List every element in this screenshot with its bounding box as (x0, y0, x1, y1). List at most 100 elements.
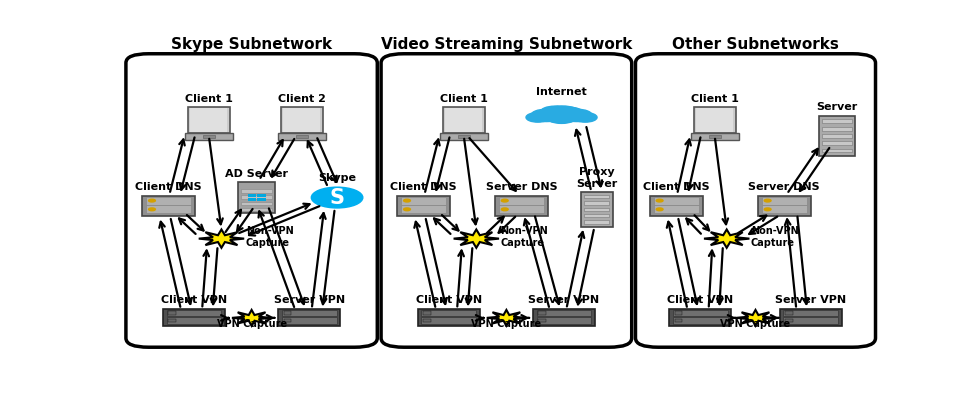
Polygon shape (487, 310, 526, 326)
FancyBboxPatch shape (188, 107, 230, 133)
FancyBboxPatch shape (819, 116, 855, 156)
Text: Client VPN: Client VPN (667, 295, 734, 305)
Circle shape (540, 106, 582, 123)
FancyBboxPatch shape (498, 205, 544, 213)
FancyBboxPatch shape (583, 208, 610, 211)
FancyBboxPatch shape (241, 189, 272, 193)
Polygon shape (736, 310, 775, 326)
Text: Proxy
Server: Proxy Server (576, 167, 617, 189)
FancyBboxPatch shape (583, 220, 610, 224)
FancyBboxPatch shape (822, 141, 852, 145)
FancyBboxPatch shape (418, 310, 480, 326)
Polygon shape (453, 229, 499, 248)
FancyBboxPatch shape (536, 310, 591, 316)
FancyBboxPatch shape (784, 317, 838, 324)
FancyBboxPatch shape (694, 107, 736, 133)
FancyBboxPatch shape (247, 198, 256, 201)
Text: Client 1: Client 1 (185, 94, 233, 104)
FancyBboxPatch shape (241, 208, 272, 211)
FancyBboxPatch shape (166, 317, 221, 324)
Text: Non-VPN
Capture: Non-VPN Capture (751, 226, 798, 248)
Text: Server DNS: Server DNS (486, 182, 557, 192)
FancyBboxPatch shape (166, 310, 221, 316)
FancyBboxPatch shape (146, 205, 191, 213)
FancyBboxPatch shape (446, 108, 483, 132)
Circle shape (149, 208, 155, 211)
Text: S: S (329, 187, 345, 208)
Polygon shape (198, 229, 244, 248)
FancyBboxPatch shape (784, 310, 838, 316)
Circle shape (562, 109, 592, 121)
Circle shape (540, 106, 569, 118)
FancyBboxPatch shape (168, 319, 176, 322)
Text: VPN Capture: VPN Capture (720, 320, 790, 330)
Circle shape (501, 208, 508, 211)
FancyBboxPatch shape (401, 205, 446, 213)
FancyBboxPatch shape (458, 135, 470, 139)
FancyBboxPatch shape (785, 319, 792, 322)
Text: Server VPN: Server VPN (274, 295, 345, 305)
FancyBboxPatch shape (423, 319, 431, 322)
FancyBboxPatch shape (583, 195, 610, 198)
Circle shape (149, 199, 155, 202)
FancyBboxPatch shape (247, 194, 256, 197)
FancyBboxPatch shape (146, 197, 191, 204)
Text: Client VPN: Client VPN (415, 295, 482, 305)
Circle shape (573, 113, 597, 122)
FancyBboxPatch shape (785, 311, 792, 315)
FancyBboxPatch shape (283, 319, 291, 322)
Circle shape (657, 208, 663, 211)
FancyBboxPatch shape (697, 108, 734, 132)
Polygon shape (232, 310, 272, 326)
FancyBboxPatch shape (654, 205, 699, 213)
Circle shape (547, 112, 575, 123)
FancyBboxPatch shape (533, 310, 595, 326)
FancyBboxPatch shape (440, 133, 488, 140)
Circle shape (531, 109, 562, 121)
Circle shape (312, 187, 362, 208)
Text: Server DNS: Server DNS (748, 182, 820, 192)
Text: Server VPN: Server VPN (775, 295, 846, 305)
Text: Internet: Internet (536, 87, 587, 97)
Text: Server: Server (817, 102, 858, 112)
FancyBboxPatch shape (673, 310, 728, 316)
Text: Client 2: Client 2 (277, 94, 325, 104)
FancyBboxPatch shape (674, 311, 682, 315)
FancyBboxPatch shape (650, 197, 702, 216)
Circle shape (526, 113, 550, 122)
Circle shape (557, 107, 582, 118)
FancyBboxPatch shape (282, 310, 337, 316)
Circle shape (764, 208, 771, 211)
Circle shape (764, 199, 771, 202)
FancyBboxPatch shape (538, 319, 546, 322)
FancyBboxPatch shape (401, 197, 446, 204)
Circle shape (404, 199, 410, 202)
Text: Non-VPN
Capture: Non-VPN Capture (500, 226, 548, 248)
Text: VPN Capture: VPN Capture (217, 320, 286, 330)
FancyBboxPatch shape (758, 197, 811, 216)
Text: Skype: Skype (319, 173, 356, 183)
FancyBboxPatch shape (780, 310, 842, 326)
Text: Client 1: Client 1 (691, 94, 739, 104)
Text: Video Streaming Subnetwork: Video Streaming Subnetwork (381, 37, 632, 52)
FancyBboxPatch shape (762, 197, 807, 204)
Text: Client VPN: Client VPN (161, 295, 227, 305)
FancyBboxPatch shape (580, 192, 613, 227)
FancyBboxPatch shape (536, 317, 591, 324)
FancyBboxPatch shape (654, 197, 699, 204)
Text: Client DNS: Client DNS (643, 182, 709, 192)
FancyBboxPatch shape (423, 311, 431, 315)
FancyBboxPatch shape (674, 319, 682, 322)
FancyBboxPatch shape (283, 311, 291, 315)
FancyBboxPatch shape (142, 197, 195, 216)
FancyBboxPatch shape (443, 107, 485, 133)
Text: AD Server: AD Server (225, 169, 288, 179)
FancyBboxPatch shape (126, 54, 377, 347)
Text: Client DNS: Client DNS (391, 182, 457, 192)
Text: Skype Subnetwork: Skype Subnetwork (171, 37, 332, 52)
FancyBboxPatch shape (762, 205, 807, 213)
Text: VPN Capture: VPN Capture (471, 320, 541, 330)
FancyBboxPatch shape (241, 202, 272, 205)
FancyBboxPatch shape (163, 310, 225, 326)
FancyBboxPatch shape (538, 311, 546, 315)
